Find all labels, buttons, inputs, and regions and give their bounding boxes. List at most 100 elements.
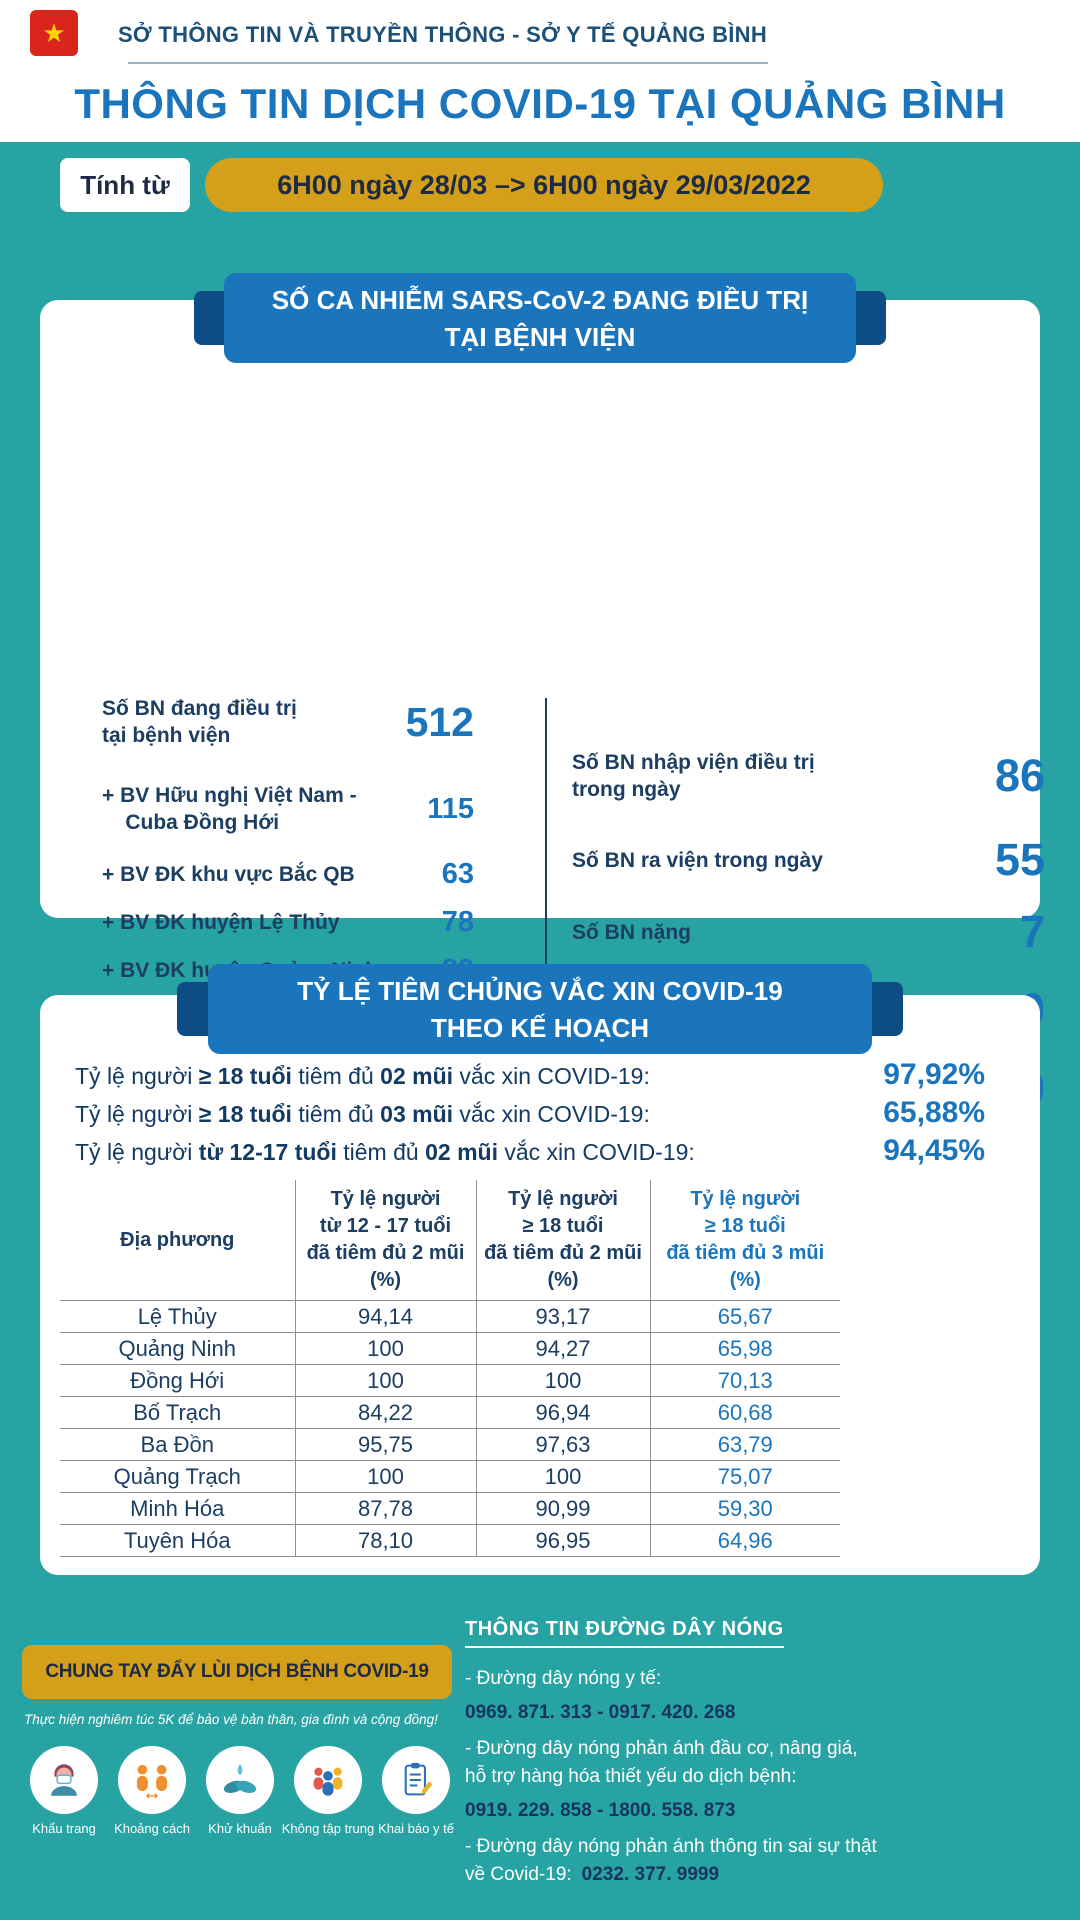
- value-cell: 100: [476, 1364, 651, 1397]
- table-row: Quảng Trạch 100 100 75,07: [60, 1460, 840, 1493]
- value-cell: 75,07: [650, 1460, 840, 1493]
- hotline-label: hỗ trợ hàng hóa thiết yếu do dịch bệnh:: [465, 1766, 797, 1787]
- value-cell: 93,17: [476, 1300, 651, 1333]
- hotline-label: - Đường dây nóng phản ánh thông tin sai …: [465, 1836, 877, 1857]
- location-cell: Quảng Trạch: [60, 1460, 296, 1493]
- summary-text: vắc xin COVID-19:: [459, 1101, 650, 1127]
- summary-line: Tỷ lệ người ≥ 18 tuổi tiêm đủ 02 mũi vắc…: [75, 1058, 985, 1096]
- value-cell: 100: [476, 1460, 651, 1493]
- ministry-name: SỞ THÔNG TIN VÀ TRUYỀN THÔNG - SỞ Y TẾ Q…: [117, 22, 768, 47]
- stat-row: Số BN ra viện trong ngày 55: [572, 834, 1045, 885]
- value-cell: 95,75: [295, 1428, 477, 1461]
- stat-label: Số BN nặng: [572, 920, 691, 944]
- value-cell: 78,10: [295, 1524, 477, 1557]
- campaign-item-label: Khử khuẩn: [208, 1821, 272, 1836]
- summary-bold: ≥ 18 tuổi: [198, 1063, 292, 1089]
- value-cell: 65,98: [650, 1332, 840, 1365]
- stat-value: 512: [405, 698, 474, 745]
- value-cell: 63,79: [650, 1428, 840, 1461]
- campaign-icons-row: Khẩu trang Khoảng cách: [22, 1746, 458, 1836]
- value-cell: 87,78: [295, 1492, 477, 1525]
- hospital-card-title: SỐ CA NHIỄM SARS-CoV-2 ĐANG ĐIỀU TRỊ TẠI…: [224, 273, 856, 363]
- stat-label: Số BN nhập viện điều trị trong ngày: [572, 751, 815, 801]
- stat-row: + BV ĐK huyện Lệ Thủy 78: [102, 902, 474, 942]
- table-row: Ba Đồn 95,75 97,63 63,79: [60, 1428, 840, 1461]
- stat-row: Số BN nhập viện điều trị trong ngày 86: [572, 745, 1045, 807]
- summary-value: 94,45%: [883, 1134, 985, 1167]
- stat-label: + BV Hữu nghị Việt Nam - Cuba Đồng Hới: [102, 784, 357, 834]
- column-header-12-17-2dose: Tỷ lệ người từ 12 - 17 tuổi đã tiêm đủ 2…: [295, 1180, 477, 1301]
- hotline-label: - Đường dây nóng y tế:: [465, 1668, 662, 1689]
- value-cell: 100: [295, 1332, 477, 1365]
- value-cell: 65,67: [650, 1300, 840, 1333]
- summary-value: 65,88%: [883, 1096, 985, 1129]
- vaccination-table: Địa phương Tỷ lệ người từ 12 - 17 tuổi đ…: [60, 1180, 840, 1557]
- value-cell: 94,27: [476, 1332, 651, 1365]
- summary-text: tiêm đủ: [343, 1139, 419, 1165]
- period-value: 6H00 ngày 28/03 –> 6H00 ngày 29/03/2022: [205, 158, 883, 212]
- campaign-item-label: Không tập trung: [281, 1821, 375, 1836]
- column-header-18plus-2dose: Tỷ lệ người ≥ 18 tuổi đã tiêm đủ 2 mũi (…: [476, 1180, 651, 1301]
- value-cell: 64,96: [650, 1524, 840, 1557]
- top-header: ★ SỞ THÔNG TIN VÀ TRUYỀN THÔNG - SỞ Y TẾ…: [0, 0, 1080, 142]
- summary-text: vắc xin COVID-19:: [459, 1063, 650, 1089]
- stat-value: 63: [441, 857, 474, 890]
- table-header-row: Địa phương Tỷ lệ người từ 12 - 17 tuổi đ…: [60, 1180, 840, 1301]
- hotline-phone: 0969. 871. 313 - 0917. 420. 268: [465, 1702, 736, 1723]
- hotline-phone: 0232. 377. 9999: [581, 1864, 720, 1885]
- hospital-card: Số BN đang điều trị tại bệnh viện 512 + …: [40, 300, 1045, 1172]
- page-title: THÔNG TIN DỊCH COVID-19 TẠI QUẢNG BÌNH: [74, 80, 1006, 127]
- value-cell: 97,63: [476, 1428, 651, 1461]
- table-row: Tuyên Hóa 78,10 96,95 64,96: [60, 1524, 840, 1557]
- table-row: Đồng Hới 100 100 70,13: [60, 1364, 840, 1397]
- hotline-section: THÔNG TIN ĐƯỜNG DÂY NÓNG - Đường dây nón…: [465, 1618, 1065, 1888]
- hotline-label: - Đường dây nóng phản ánh đầu cơ, nâng g…: [465, 1738, 858, 1759]
- value-cell: 96,95: [476, 1524, 651, 1557]
- vaccination-title-line2: THEO KẾ HOẠCH: [430, 1013, 650, 1043]
- value-cell: 94,14: [295, 1300, 477, 1333]
- stat-value: 55: [994, 834, 1045, 885]
- campaign-item-distance: Khoảng cách: [110, 1746, 194, 1836]
- location-cell: Đồng Hới: [60, 1364, 296, 1397]
- hospital-title-line2: TẠI BỆNH VIỆN: [444, 322, 636, 352]
- hotline-title: THÔNG TIN ĐƯỜNG DÂY NÓNG: [465, 1618, 784, 1648]
- location-cell: Bố Trạch: [60, 1396, 296, 1429]
- campaign-banner: CHUNG TAY ĐẨY LÙI DỊCH BỆNH COVID-19: [22, 1645, 452, 1699]
- flag-star-icon: ★: [42, 18, 66, 48]
- summary-line: Tỷ lệ người từ 12-17 tuổi tiêm đủ 02 mũi…: [75, 1134, 985, 1172]
- table-row: Lệ Thủy 94,14 93,17 65,67: [60, 1300, 840, 1333]
- location-cell: Quảng Ninh: [60, 1332, 296, 1365]
- stat-label: + BV ĐK huyện Lệ Thủy: [102, 910, 340, 934]
- stat-label: Số BN ra viện trong ngày: [572, 848, 823, 872]
- stat-label: + BV ĐK khu vực Bắc QB: [102, 862, 355, 886]
- disinfect-icon: [206, 1746, 274, 1814]
- summary-text: vắc xin COVID-19:: [504, 1139, 695, 1165]
- stat-value: 115: [427, 792, 474, 825]
- summary-bold: 02 mũi: [380, 1063, 454, 1089]
- hotline-mixed-line: về Covid-19: 0232. 377. 9999: [465, 1862, 1065, 1888]
- distance-icon: [118, 1746, 186, 1814]
- vaccination-card-title: TỶ LỆ TIÊM CHỦNG VẮC XIN COVID-19 THEO K…: [208, 964, 872, 1054]
- hospital-title-line1: SỐ CA NHIỄM SARS-CoV-2 ĐANG ĐIỀU TRỊ: [271, 285, 809, 315]
- value-cell: 59,30: [650, 1492, 840, 1525]
- stat-value: 78: [441, 905, 474, 938]
- summary-value: 97,92%: [883, 1058, 985, 1091]
- location-cell: Lệ Thủy: [60, 1300, 296, 1333]
- stat-label: Số BN đang điều trị tại bệnh viện: [102, 697, 297, 747]
- campaign-item-label: Khai báo y tế: [378, 1821, 454, 1836]
- value-cell: 90,99: [476, 1492, 651, 1525]
- column-header-18plus-3dose: Tỷ lệ người ≥ 18 tuổi đã tiêm đủ 3 mũi (…: [650, 1180, 840, 1301]
- value-cell: 100: [295, 1460, 477, 1493]
- location-cell: Minh Hóa: [60, 1492, 296, 1525]
- location-cell: Ba Đồn: [60, 1428, 296, 1461]
- campaign-item-no-gathering: Không tập trung: [282, 1746, 374, 1836]
- campaign-slogan: Thực hiện nghiêm túc 5K để bảo vệ bản th…: [24, 1712, 438, 1727]
- summary-text: Tỷ lệ người: [75, 1101, 193, 1127]
- table-row: Bố Trạch 84,22 96,94 60,68: [60, 1396, 840, 1429]
- stat-value: 7: [1019, 906, 1045, 957]
- header-divider: [128, 62, 768, 64]
- column-divider: [545, 698, 547, 1168]
- column-header-location: Địa phương: [60, 1180, 296, 1301]
- summary-bold: từ 12-17 tuổi: [198, 1139, 337, 1165]
